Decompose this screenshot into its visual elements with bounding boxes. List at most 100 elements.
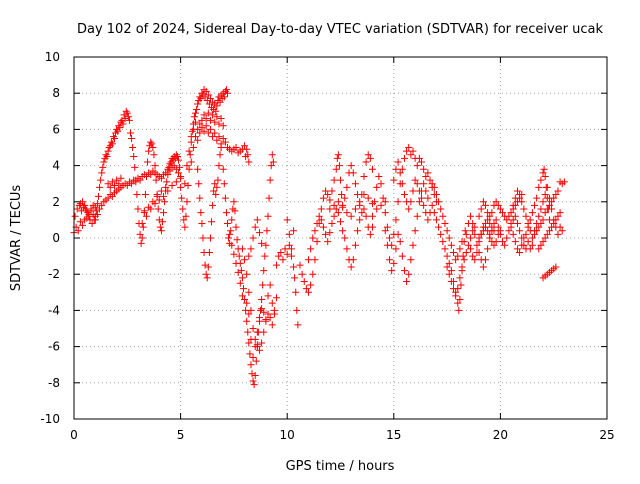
data-point-marker [232,223,240,231]
data-point-marker [356,216,364,224]
data-point-marker [535,223,543,231]
data-point-marker [157,227,165,235]
data-point-marker [556,223,564,231]
data-point-marker [225,234,233,242]
data-point-marker [281,245,289,253]
data-point-marker [364,194,372,202]
data-point-marker [262,241,270,249]
data-point-marker [253,216,261,224]
data-point-marker [511,194,519,202]
data-point-marker [160,192,168,200]
data-point-marker [439,212,447,220]
data-point-marker [467,212,475,220]
data-point-marker [266,281,274,289]
data-point-marker [413,212,421,220]
data-point-marker [445,270,453,278]
data-point-marker [239,285,247,293]
data-point-marker [539,216,547,224]
data-point-marker [237,267,245,275]
data-point-marker [273,294,281,302]
data-point-marker [176,163,184,171]
data-point-marker [132,176,140,184]
data-point-marker [188,127,196,135]
data-point-marker [222,86,230,94]
data-point-marker [251,223,259,231]
data-point-marker [96,205,104,213]
data-point-marker [366,230,374,238]
data-point-marker [160,209,168,217]
data-point-marker [238,274,246,282]
data-point-marker [492,238,500,246]
data-point-marker [138,220,146,228]
data-point-marker [449,248,457,256]
data-point-marker [516,191,524,199]
data-point-marker [79,221,87,229]
data-point-marker [505,212,513,220]
data-point-marker [441,245,449,253]
data-point-marker [76,218,84,226]
data-point-marker [221,194,229,202]
data-point-marker [103,153,111,161]
data-point-marker [192,118,200,126]
data-point-marker [309,234,317,242]
data-point-marker [231,207,239,215]
data-point-marker [283,250,291,258]
data-point-marker [258,296,266,304]
data-point-marker [202,87,210,95]
data-point-marker [279,256,287,264]
data-point-marker [79,198,87,206]
data-point-marker [211,129,219,137]
data-point-marker [88,220,96,228]
data-point-marker [243,299,251,307]
data-point-marker [113,176,121,184]
data-point-marker [248,370,256,378]
data-point-marker [95,192,103,200]
data-point-marker [531,201,539,209]
data-point-marker [189,144,197,151]
data-point-marker [258,239,266,247]
data-point-marker [411,227,419,235]
data-point-marker [259,281,267,289]
data-point-marker [249,353,257,361]
data-point-marker [338,191,346,199]
data-point-marker [292,288,300,296]
data-point-marker [458,263,466,271]
data-point-marker [328,220,336,228]
data-point-marker [213,136,221,144]
data-point-marker [390,259,398,267]
data-point-marker [185,165,193,173]
data-point-marker [268,151,276,159]
data-point-marker [457,281,465,289]
data-point-marker [494,201,502,209]
data-point-marker [351,241,359,249]
data-point-marker [123,109,131,117]
data-point-marker [108,140,116,148]
data-point-marker [454,285,462,293]
data-point-marker [192,109,200,117]
data-point-marker [507,209,515,217]
data-point-marker [390,176,398,184]
data-point-marker [290,227,298,235]
data-point-marker [319,194,327,202]
data-point-marker [91,216,99,224]
data-point-marker [420,201,428,209]
data-point-marker [258,305,266,313]
data-point-marker [71,212,79,220]
data-point-marker [513,245,521,253]
data-point-marker [484,245,492,253]
data-point-marker [413,180,421,188]
data-point-marker [105,144,113,151]
data-point-marker [505,227,513,235]
data-point-marker [477,205,485,213]
y-tick-label: -2 [48,267,60,281]
data-point-marker [479,227,487,235]
data-point-marker [473,241,481,249]
data-point-marker [484,216,492,224]
data-point-marker [528,209,536,217]
data-point-marker [197,209,205,217]
data-point-marker [400,191,408,199]
data-point-marker [407,198,415,206]
data-point-marker [247,245,255,253]
data-point-marker [166,160,174,168]
data-point-marker [511,238,519,246]
